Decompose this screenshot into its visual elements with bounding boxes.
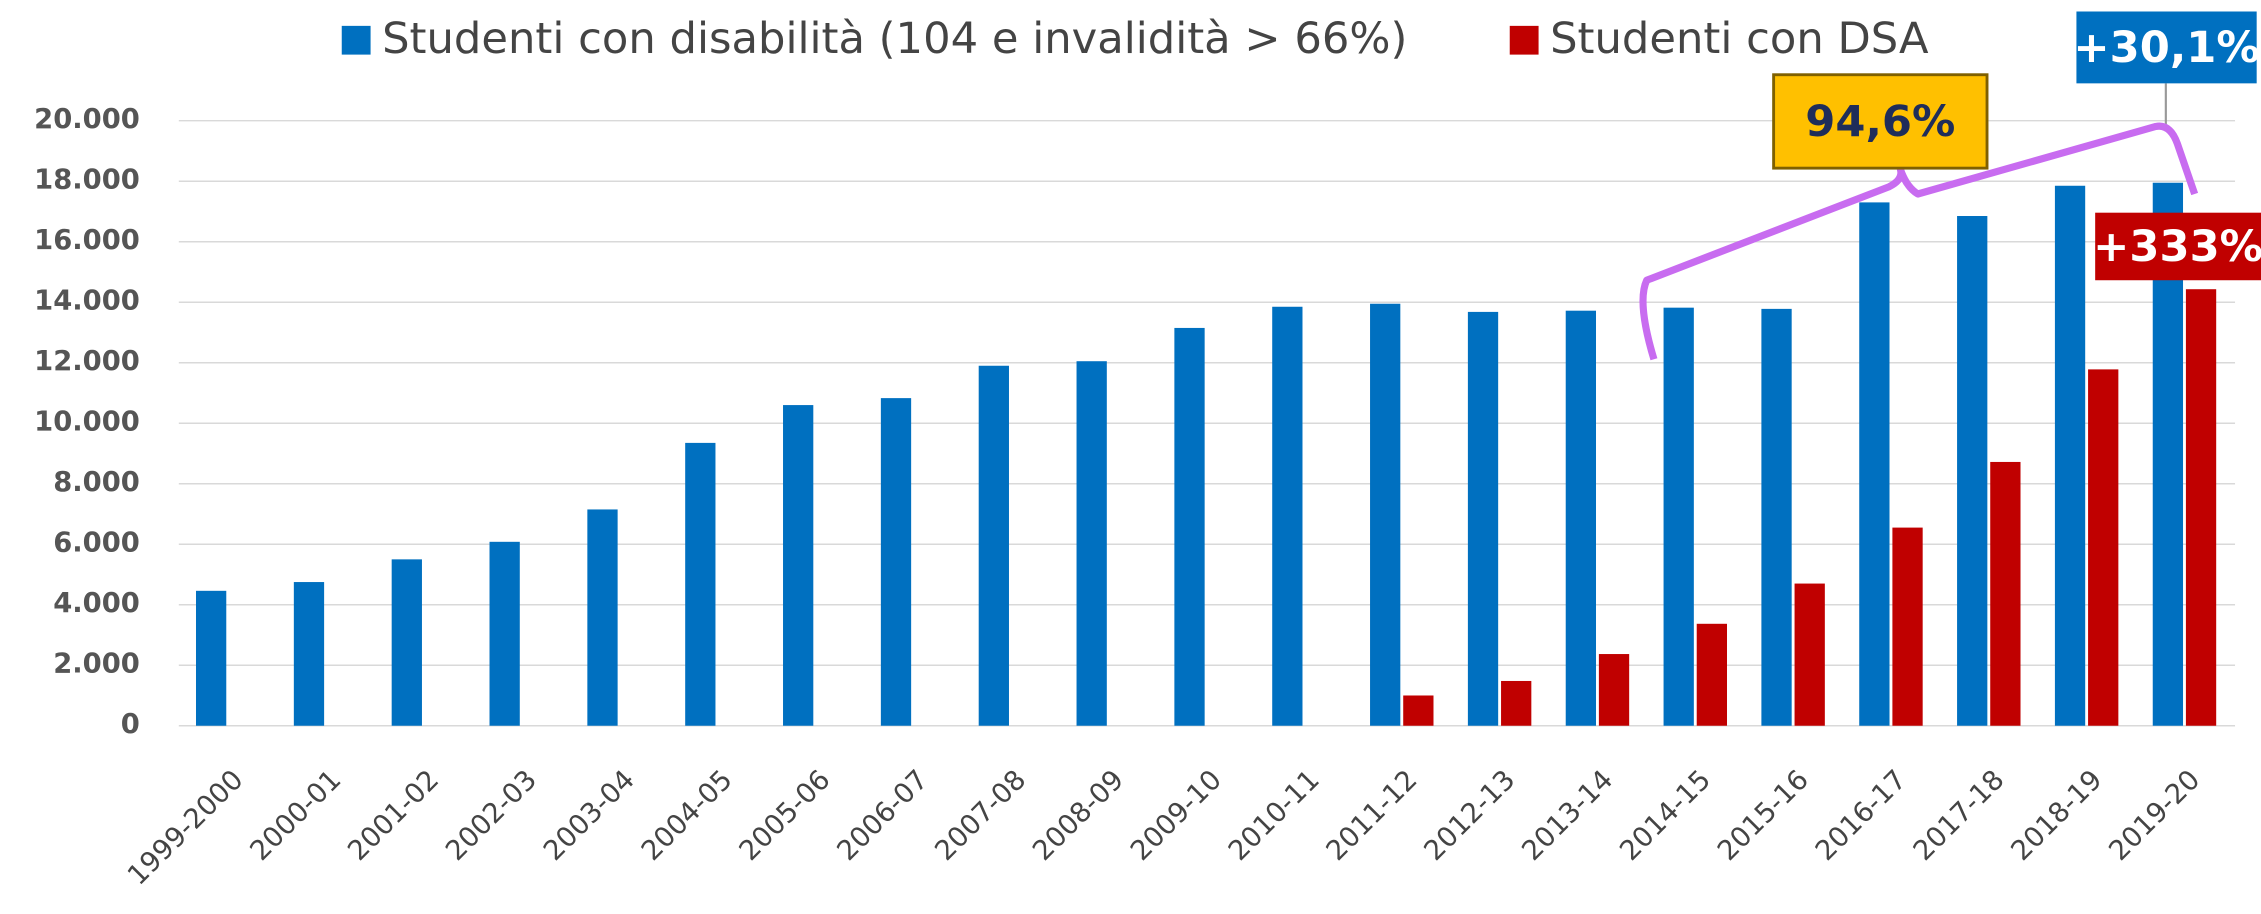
x-tick-label: 2010-11 [1223,764,1326,867]
x-tick-label: 2007-08 [929,764,1032,867]
annotation: +333% [2093,222,2261,272]
bar [293,582,325,726]
bar [1174,327,1205,726]
x-tick-label: 2018-19 [2006,764,2109,867]
legend-label: Studenti con DSA [1550,14,1929,64]
x-tick-label: 2001-02 [342,764,445,867]
x-tick-label: 2008-09 [1027,764,1130,867]
annotation: 94,6% [1805,97,1955,147]
x-tick-label: 2002-03 [440,764,543,867]
x-tick-label: 2009-10 [1125,764,1228,867]
y-tick-label: 14.000 [34,286,140,317]
x-tick-label: 2014-15 [1614,764,1717,867]
bar [978,365,1009,726]
annotation-box [2076,11,2257,84]
x-tick-label: 1999-2000 [122,764,250,891]
legend-swatch [1509,25,1539,55]
bar [1990,461,2021,726]
x-tick-label: 2012-13 [1419,764,1522,867]
y-tick-label: 10.000 [34,407,140,438]
x-tick-label: 2006-07 [832,764,935,867]
x-tick-label: 2016-17 [1810,764,1913,867]
x-tick-label: 2013-14 [1516,764,1619,867]
y-tick-label: 4.000 [53,588,140,619]
bar [1598,654,1630,726]
y-tick-label: 2.000 [53,649,140,680]
bar [2088,369,2119,726]
x-tick-label: 2019-20 [2103,764,2206,867]
bar [1370,303,1401,726]
bar [1761,308,1792,726]
x-tick-label: 2017-18 [1908,764,2011,867]
bar [1859,202,1890,726]
bar [783,405,814,726]
x-tick-label: 2005-06 [734,764,837,867]
bar [1565,310,1597,726]
bar [685,442,716,726]
x-tick-label: 2011-12 [1321,764,1424,867]
bar [1794,583,1825,726]
legend-swatch [341,25,371,55]
y-tick-label: 20.000 [34,104,140,135]
bar [1467,311,1499,726]
bar [1501,680,1532,726]
x-tick-label: 2015-16 [1712,764,1815,867]
y-tick-label: 6.000 [53,528,140,559]
bar [1957,216,1988,726]
bar [1663,307,1694,726]
bar [880,398,912,726]
bar [2185,289,2217,726]
x-tick-label: 2003-04 [538,764,641,867]
x-tick-label: 2004-05 [636,764,739,867]
y-tick-label: 0 [121,709,140,740]
bar [391,559,422,726]
y-tick-label: 16.000 [34,225,140,256]
bar [1076,361,1107,726]
x-tick-label: 2000-01 [244,764,347,867]
bar [587,509,618,726]
legend-label: Studenti con disabilità (104 e invalidit… [382,14,1407,64]
annotation-box [1772,73,1989,170]
bar [489,541,520,726]
bar [1892,527,1923,726]
bar [1696,623,1728,726]
annotation-box [2095,212,2261,281]
bar [2054,185,2086,726]
bar [195,590,227,726]
y-tick-label: 18.000 [34,165,140,196]
y-tick-label: 12.000 [34,346,140,377]
bracket [1639,122,2199,361]
annotation: +30,1% [2073,23,2259,73]
y-tick-label: 8.000 [53,467,140,498]
bar [1403,695,1434,726]
bar [1272,306,1303,726]
